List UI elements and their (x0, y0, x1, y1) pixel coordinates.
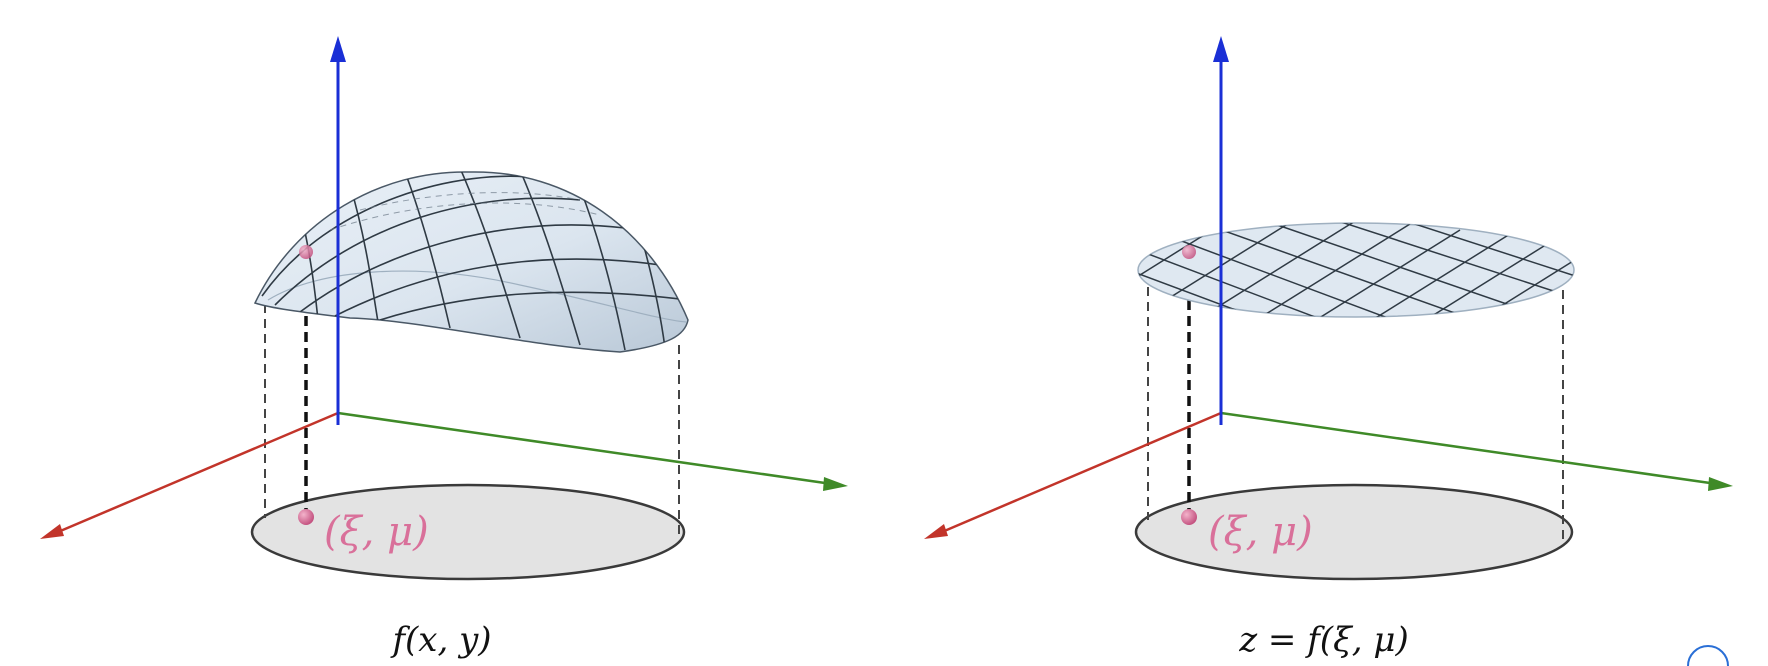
domain-point (298, 509, 314, 525)
domain-point (1181, 509, 1197, 525)
caption-left: f(x, y) (389, 620, 491, 660)
right-panel: (ξ, μ) z = f(ξ, μ) (924, 36, 1733, 660)
z-axis (330, 36, 346, 425)
x-axis (924, 411, 1222, 539)
domain-region (1134, 483, 1574, 581)
domain-region (250, 483, 686, 581)
surface-point (299, 245, 313, 259)
point-label: (ξ, μ) (1208, 509, 1313, 555)
x-axis (40, 411, 339, 539)
point-label: (ξ, μ) (324, 509, 429, 555)
flat-surface (1137, 222, 1575, 318)
surface-point (1182, 245, 1196, 259)
y-axis (337, 411, 848, 491)
projection-lines (264, 304, 680, 540)
left-panel: (ξ, μ) f(x, y) (40, 36, 848, 660)
y-axis (1220, 411, 1733, 491)
caption-right: z = f(ξ, μ) (1238, 620, 1409, 660)
curved-surface (253, 171, 689, 353)
z-axis (1213, 36, 1229, 425)
projection-lines (1147, 272, 1564, 540)
corner-circle-fragment (1687, 645, 1729, 666)
